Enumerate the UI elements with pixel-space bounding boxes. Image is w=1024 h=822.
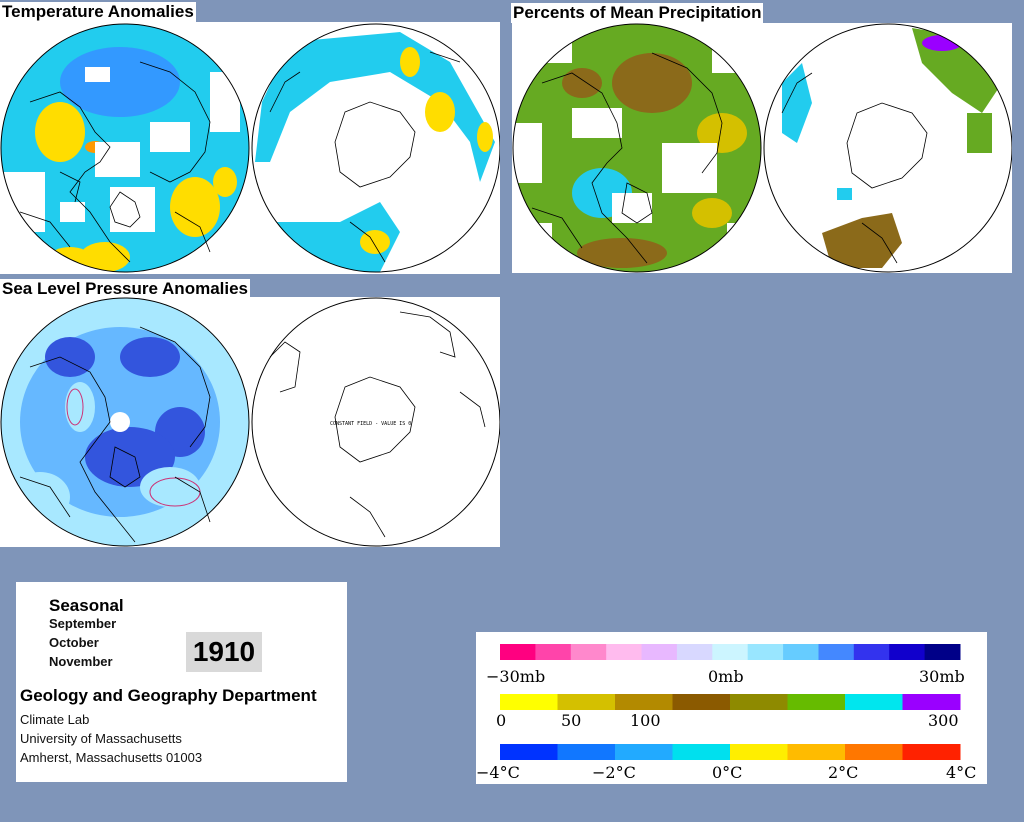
precipitation-scale-swatch [672, 694, 731, 710]
pressure-scale-swatch [500, 644, 536, 660]
pressure-scale-swatch [818, 644, 855, 660]
pressure-scale-swatch [570, 644, 607, 660]
temperature-scale-swatch [672, 744, 731, 760]
pressure-south-note: CONSTANT FIELD - VALUE IS 0 [330, 421, 411, 427]
precipitation-south-coastlines [781, 72, 928, 264]
precip-label-0: 0 [496, 711, 506, 730]
temp-label-minus2: −2°C [592, 763, 636, 782]
temperature-panel [0, 22, 500, 274]
info-box: Seasonal September October November 1910… [16, 582, 347, 782]
precipitation-scale-labels: 0 50 100 300 [496, 711, 959, 730]
precipitation-south-map [764, 24, 1012, 272]
pressure-label-mid: 0mb [708, 667, 744, 686]
season-label: Seasonal [49, 596, 124, 615]
pressure-maps: CONSTANT FIELD - VALUE IS 0 [0, 297, 500, 547]
pressure-panel: CONSTANT FIELD - VALUE IS 0 [0, 297, 500, 547]
legend-box: −30mb 0mb 30mb 0 50 100 300 −4°C −2°C 0°… [476, 632, 987, 784]
legend-scales: −30mb 0mb 30mb 0 50 100 300 −4°C −2°C 0°… [476, 644, 976, 782]
precipitation-scale-swatch [787, 694, 846, 710]
temperature-panel-title: Temperature Anomalies [0, 2, 196, 22]
temperature-maps [0, 23, 500, 273]
month-2: October [49, 635, 99, 650]
precip-label-50: 50 [561, 711, 581, 730]
temperature-scale-swatch [500, 744, 558, 760]
pressure-scale-swatch [712, 644, 749, 660]
temp-label-4: 4°C [946, 763, 976, 782]
month-3: November [49, 654, 113, 669]
pressure-panel-title: Sea Level Pressure Anomalies [0, 279, 251, 299]
temperature-scale-swatch [615, 744, 673, 760]
temperature-scale-swatch [845, 744, 903, 760]
precip-label-100: 100 [630, 711, 661, 730]
temp-label-2: 2°C [828, 763, 858, 782]
pressure-label-min: −30mb [486, 667, 545, 686]
pressure-scale-swatch [747, 644, 784, 660]
precipitation-scale-swatch [845, 694, 903, 710]
precipitation-scale-swatch [500, 694, 558, 710]
temperature-north-coastlines [19, 61, 211, 263]
pressure-scale-swatch [853, 644, 890, 660]
precipitation-scale-swatch [902, 694, 961, 710]
pressure-scale-swatch [783, 644, 819, 660]
temperature-scale-swatch [787, 744, 846, 760]
precipitation-scale-swatch [615, 694, 673, 710]
temp-label-minus4: −4°C [476, 763, 520, 782]
precipitation-scale-swatch [730, 694, 788, 710]
pressure-label-max: 30mb [919, 667, 965, 686]
pressure-scale-swatch [889, 644, 926, 660]
precipitation-panel-title: Percents of Mean Precipitation [511, 3, 764, 23]
precip-label-300: 300 [928, 711, 959, 730]
precipitation-scale-bar [500, 694, 961, 710]
pressure-scale-swatch [676, 644, 713, 660]
precipitation-north-coastlines [531, 52, 723, 264]
temperature-scale-labels: −4°C −2°C 0°C 2°C 4°C [476, 763, 976, 782]
temperature-scale-bar [500, 744, 961, 760]
department-label: Geology and Geography Department [20, 686, 317, 705]
address-line-1: Climate Lab [20, 712, 90, 727]
pressure-scale-swatch [924, 644, 961, 660]
year-label: 1910 [186, 632, 262, 672]
precipitation-maps [512, 23, 1012, 273]
temperature-scale-swatch [730, 744, 788, 760]
pressure-scale-swatch [535, 644, 572, 660]
pressure-north-coastlines [19, 326, 211, 543]
month-1: September [49, 616, 117, 631]
temperature-scale-swatch [902, 744, 961, 760]
pressure-scale-swatch [641, 644, 678, 660]
pressure-scale-swatch [606, 644, 643, 660]
address-line-3: Amherst, Massachusetts 01003 [20, 750, 203, 765]
address-line-2: University of Massachusetts [20, 731, 182, 746]
precipitation-scale-swatch [557, 694, 616, 710]
temp-label-0: 0°C [712, 763, 742, 782]
precipitation-panel [512, 23, 1012, 273]
pressure-scale-bar [500, 644, 961, 660]
temperature-south-map [252, 24, 500, 272]
pressure-south-map: CONSTANT FIELD - VALUE IS 0 [251, 297, 500, 547]
pressure-scale-labels: −30mb 0mb 30mb [486, 667, 965, 686]
temperature-scale-swatch [557, 744, 616, 760]
pressure-north-map [1, 298, 249, 546]
precipitation-north-map [513, 24, 761, 272]
temperature-south-coastlines [269, 51, 461, 263]
pressure-south-coastlines [269, 311, 486, 538]
